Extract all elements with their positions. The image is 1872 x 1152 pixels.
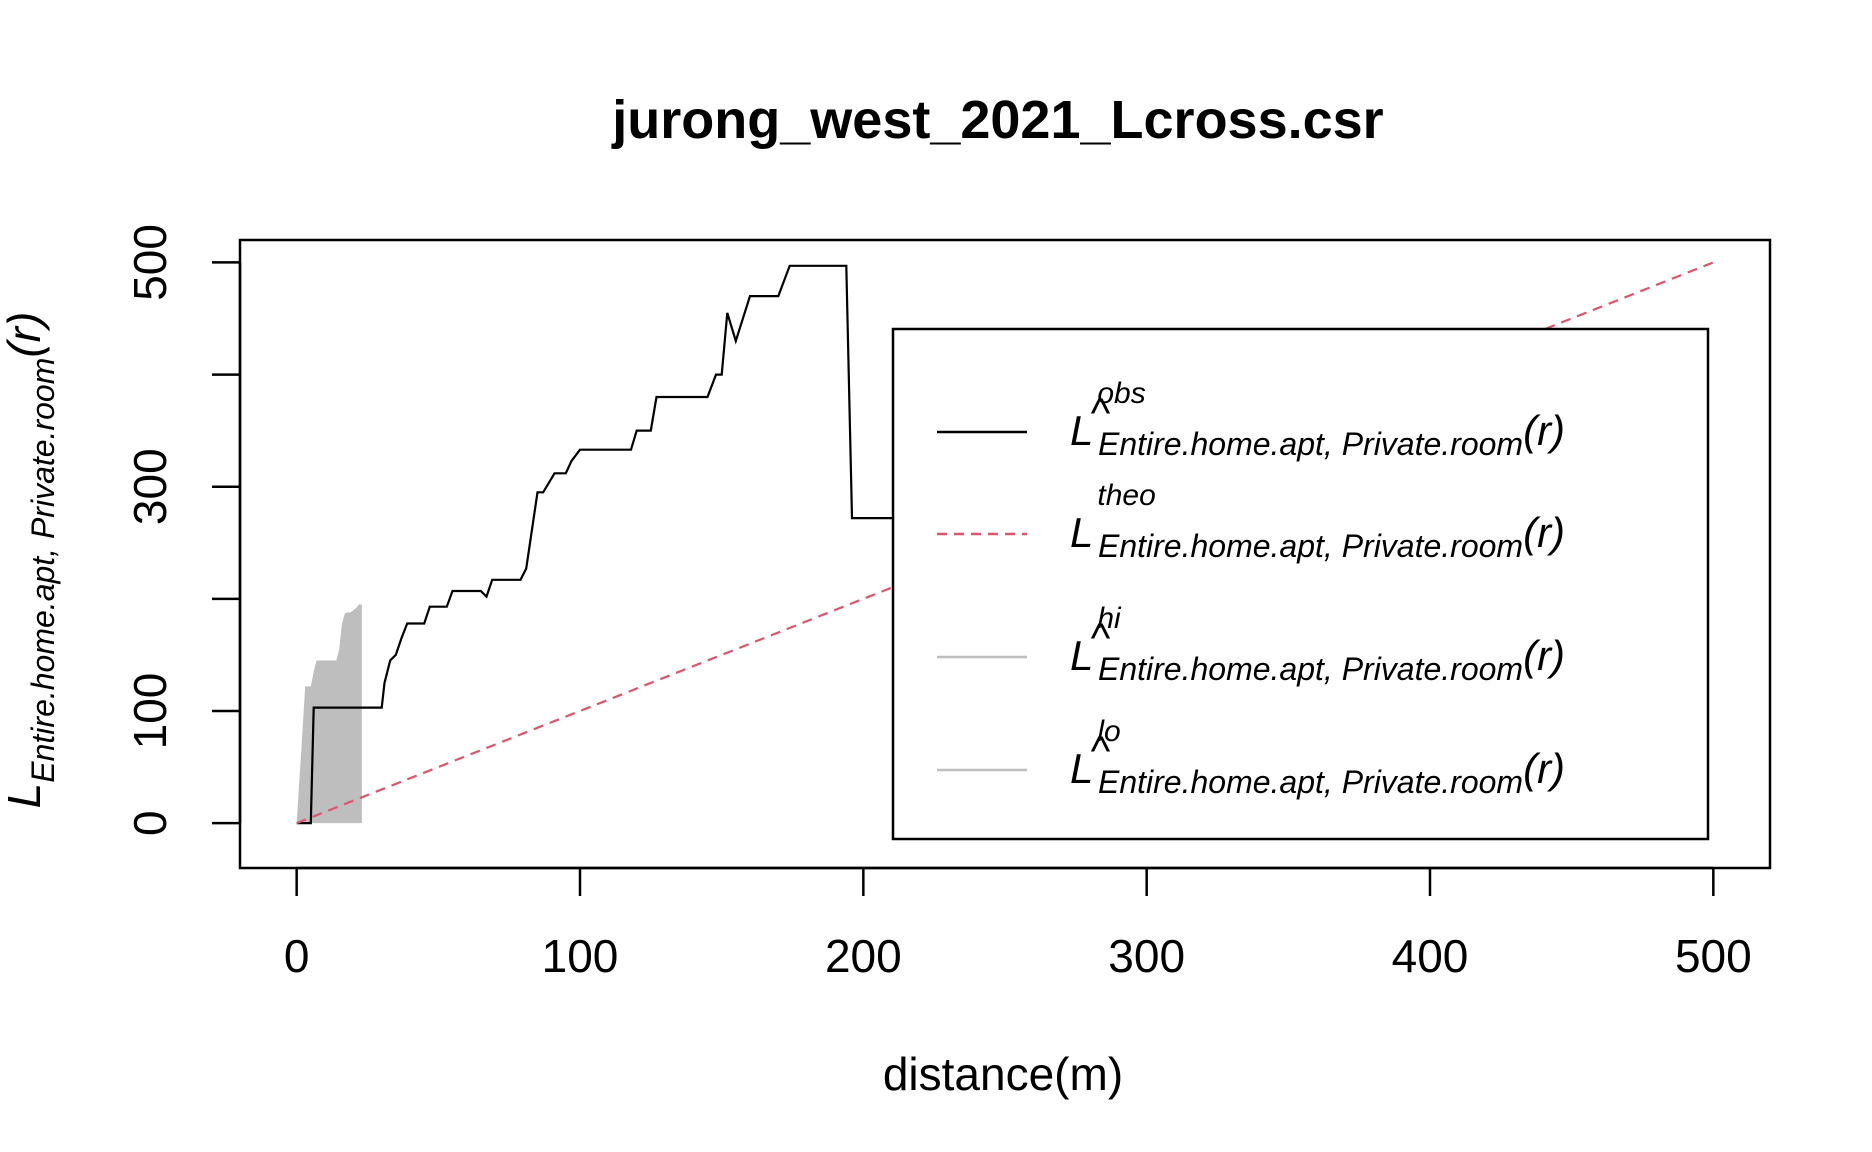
y-tick-label: 300 — [124, 448, 176, 525]
legend-label-lo: Llo Entire.home.apt, Private.room(r) — [1070, 715, 1565, 800]
envelope-layer — [296, 604, 362, 824]
chart-title: jurong_west_2021_Lcross.csr — [611, 90, 1383, 150]
legend-hat: ^ — [1090, 389, 1111, 436]
x-axis-label: distance(m) — [883, 1048, 1123, 1100]
series-layer — [296, 261, 1714, 825]
legend-hat: ^ — [1090, 727, 1111, 774]
legend-main: L — [1070, 407, 1093, 454]
legend-label-obs: Lobs Entire.home.apt, Private.room(r) — [1070, 377, 1565, 462]
y-tick-label: 500 — [124, 224, 176, 301]
y-axis-label: LEntire.home.apt, Private.room(r) — [0, 312, 61, 809]
y-axis-label-main: L — [0, 783, 50, 809]
y-tick-label: 100 — [124, 673, 176, 750]
y-axis: 0 100 300 500 — [124, 224, 242, 836]
x-tick-label: 500 — [1675, 930, 1752, 982]
legend-arg: (r) — [1523, 632, 1565, 679]
legend-arg: (r) — [1523, 745, 1565, 792]
legend-main: L — [1070, 632, 1093, 679]
x-tick-label: 0 — [284, 930, 310, 982]
x-tick-label: 400 — [1392, 930, 1469, 982]
envelope-band — [296, 604, 362, 824]
y-tick-label: 0 — [124, 810, 176, 836]
legend-sub: Entire.home.apt, Private.room — [1098, 426, 1523, 462]
legend-arg: (r) — [1523, 407, 1565, 454]
x-tick-label: 100 — [542, 930, 619, 982]
x-axis: 0 100 200 300 400 500 — [284, 866, 1752, 982]
legend-main: L — [1070, 745, 1093, 792]
legend: Lobs Entire.home.apt, Private.room(r)^Lth… — [891, 327, 1710, 841]
legend-hat: ^ — [1090, 614, 1111, 661]
legend-label-theo: Ltheo Entire.home.apt, Private.room(r) — [1070, 479, 1565, 564]
legend-box — [891, 327, 1710, 841]
y-axis-label-subscript: Entire.home.apt, Private.room — [25, 358, 61, 783]
svg-text:LEntire.home.apt, Private.room: LEntire.home.apt, Private.room(r) — [0, 312, 61, 809]
legend-label-hi: Lhi Entire.home.apt, Private.room(r) — [1070, 602, 1565, 687]
legend-sup: obs — [1097, 377, 1145, 410]
legend-arg: (r) — [1523, 509, 1565, 556]
series-line-obs — [296, 264, 1147, 825]
legend-sub: Entire.home.apt, Private.room — [1098, 764, 1523, 800]
y-axis-label-arg: (r) — [0, 312, 50, 358]
legend-sub: Entire.home.apt, Private.room — [1098, 528, 1523, 564]
x-tick-label: 200 — [825, 930, 902, 982]
legend-sup: theo — [1097, 479, 1155, 512]
legend-sup: lo — [1097, 715, 1120, 748]
legend-sub: Entire.home.apt, Private.room — [1098, 651, 1523, 687]
x-tick-label: 300 — [1108, 930, 1185, 982]
legend-sup: hi — [1097, 602, 1122, 635]
legend-main: L — [1070, 509, 1093, 556]
